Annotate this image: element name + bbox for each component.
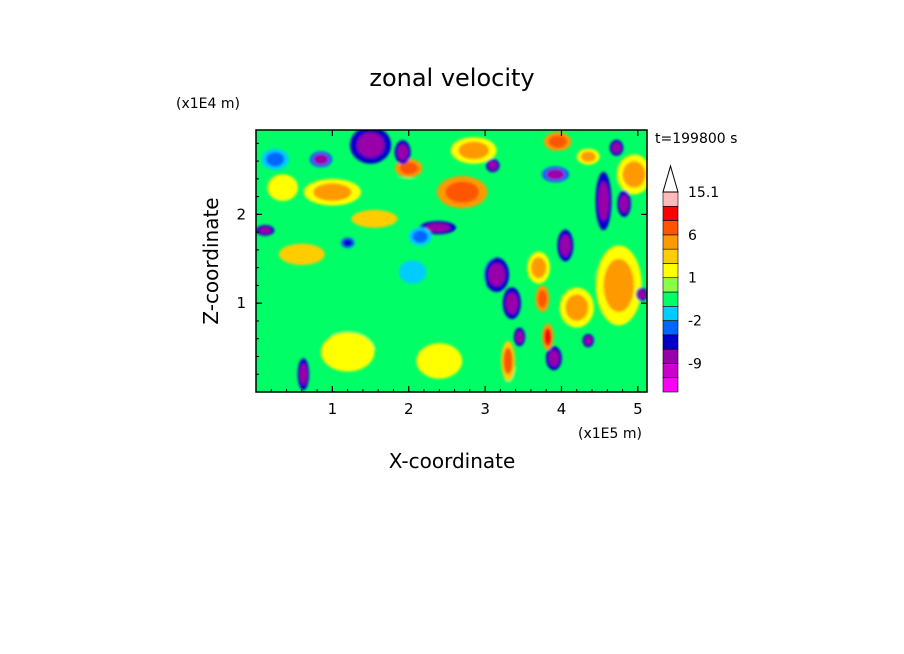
colorbar-swatch [662, 263, 679, 279]
contour-region [446, 276, 455, 295]
colorbar-swatch [662, 220, 679, 236]
contour-region [374, 177, 428, 199]
contour-region [637, 289, 646, 299]
contour-region [504, 365, 551, 392]
contour-region [320, 332, 375, 372]
colorbar-swatch [662, 348, 679, 364]
contour-region [343, 239, 353, 247]
contour-region [446, 227, 493, 290]
colorbar-swatch [662, 191, 679, 207]
contour-region [412, 230, 428, 243]
contour-region [598, 181, 609, 221]
contour-region [458, 141, 489, 160]
contour-region [530, 257, 547, 279]
x-tick-label: 3 [480, 400, 490, 418]
plot-frame [255, 129, 648, 393]
contour-region [399, 161, 418, 175]
contour-region [351, 209, 398, 228]
contour-region [265, 152, 285, 167]
contour-region [503, 347, 513, 375]
contour-region [559, 234, 571, 257]
x-axis-ticks: 1 2 3 4 5 [270, 130, 643, 418]
contour-region [398, 260, 427, 284]
colorbar-swatch [662, 320, 679, 336]
contour-region [603, 258, 635, 313]
contour-region [397, 144, 408, 161]
contour-region [356, 132, 385, 158]
colorbar-swatch [662, 363, 679, 379]
contour-region [584, 336, 593, 345]
colorbar-label: -2 [688, 314, 702, 330]
contour-region [515, 330, 524, 344]
colorbar-label: 6 [688, 228, 697, 244]
contour-region [537, 289, 547, 308]
colorbar-swatch [662, 234, 679, 250]
y-tick-label: 2 [236, 205, 246, 223]
chart-title: zonal velocity [369, 64, 534, 92]
contour-region [299, 363, 308, 385]
contour-region [611, 343, 647, 388]
colorbar-swatch [662, 205, 679, 221]
x-tick-label: 1 [328, 400, 338, 418]
colorbar-extend-arrow [662, 164, 679, 193]
colorbar-swatch [662, 334, 679, 350]
colorbar-swatch [662, 277, 679, 293]
x-tick-label: 5 [633, 400, 643, 418]
contour-region [505, 292, 518, 314]
x-axis-unit: (x1E5 m) [578, 426, 642, 442]
colorbar-swatch [662, 377, 679, 393]
y-axis-unit: (x1E4 m) [176, 96, 240, 112]
contour-region [263, 280, 318, 353]
contour-region [445, 181, 479, 203]
y-axis-ticks: 12 [236, 142, 647, 375]
contour-region [548, 350, 560, 367]
colorbar-label: 1 [688, 271, 697, 287]
x-tick-label: 2 [404, 400, 414, 418]
contour-region [267, 174, 299, 202]
contour-region [488, 161, 498, 170]
x-tick-label: 4 [557, 400, 567, 418]
contour-region [313, 183, 352, 202]
contour-region [565, 294, 589, 321]
contour-region [416, 343, 463, 379]
colorbar-swatch [662, 248, 679, 264]
colorbar-swatch [662, 305, 679, 321]
x-axis-label: X-coordinate [389, 449, 516, 473]
colorbar: 15.1 6 1 -2 -9 [662, 164, 719, 393]
y-axis-label: Z-coordinate [199, 197, 223, 324]
contour-region [259, 226, 272, 234]
colorbar-label: -9 [688, 356, 702, 372]
contour-region [546, 169, 565, 180]
y-tick-label: 1 [236, 294, 246, 312]
colorbar-swatch [662, 291, 679, 307]
contour-field [256, 130, 647, 392]
contour-region [543, 328, 552, 346]
contour-region [527, 201, 543, 219]
contour-region [278, 243, 325, 265]
contour-region [580, 151, 596, 162]
contour-region [582, 261, 595, 283]
contour-region [313, 153, 329, 165]
contour-region [425, 223, 450, 233]
contour-region [611, 142, 622, 154]
colorbar-label: 15.1 [688, 185, 719, 201]
contour-region [619, 194, 629, 213]
contour-region [548, 135, 567, 148]
contour-region [622, 161, 646, 188]
time-label: t=199800 s [655, 131, 737, 147]
contour-region [488, 263, 505, 287]
